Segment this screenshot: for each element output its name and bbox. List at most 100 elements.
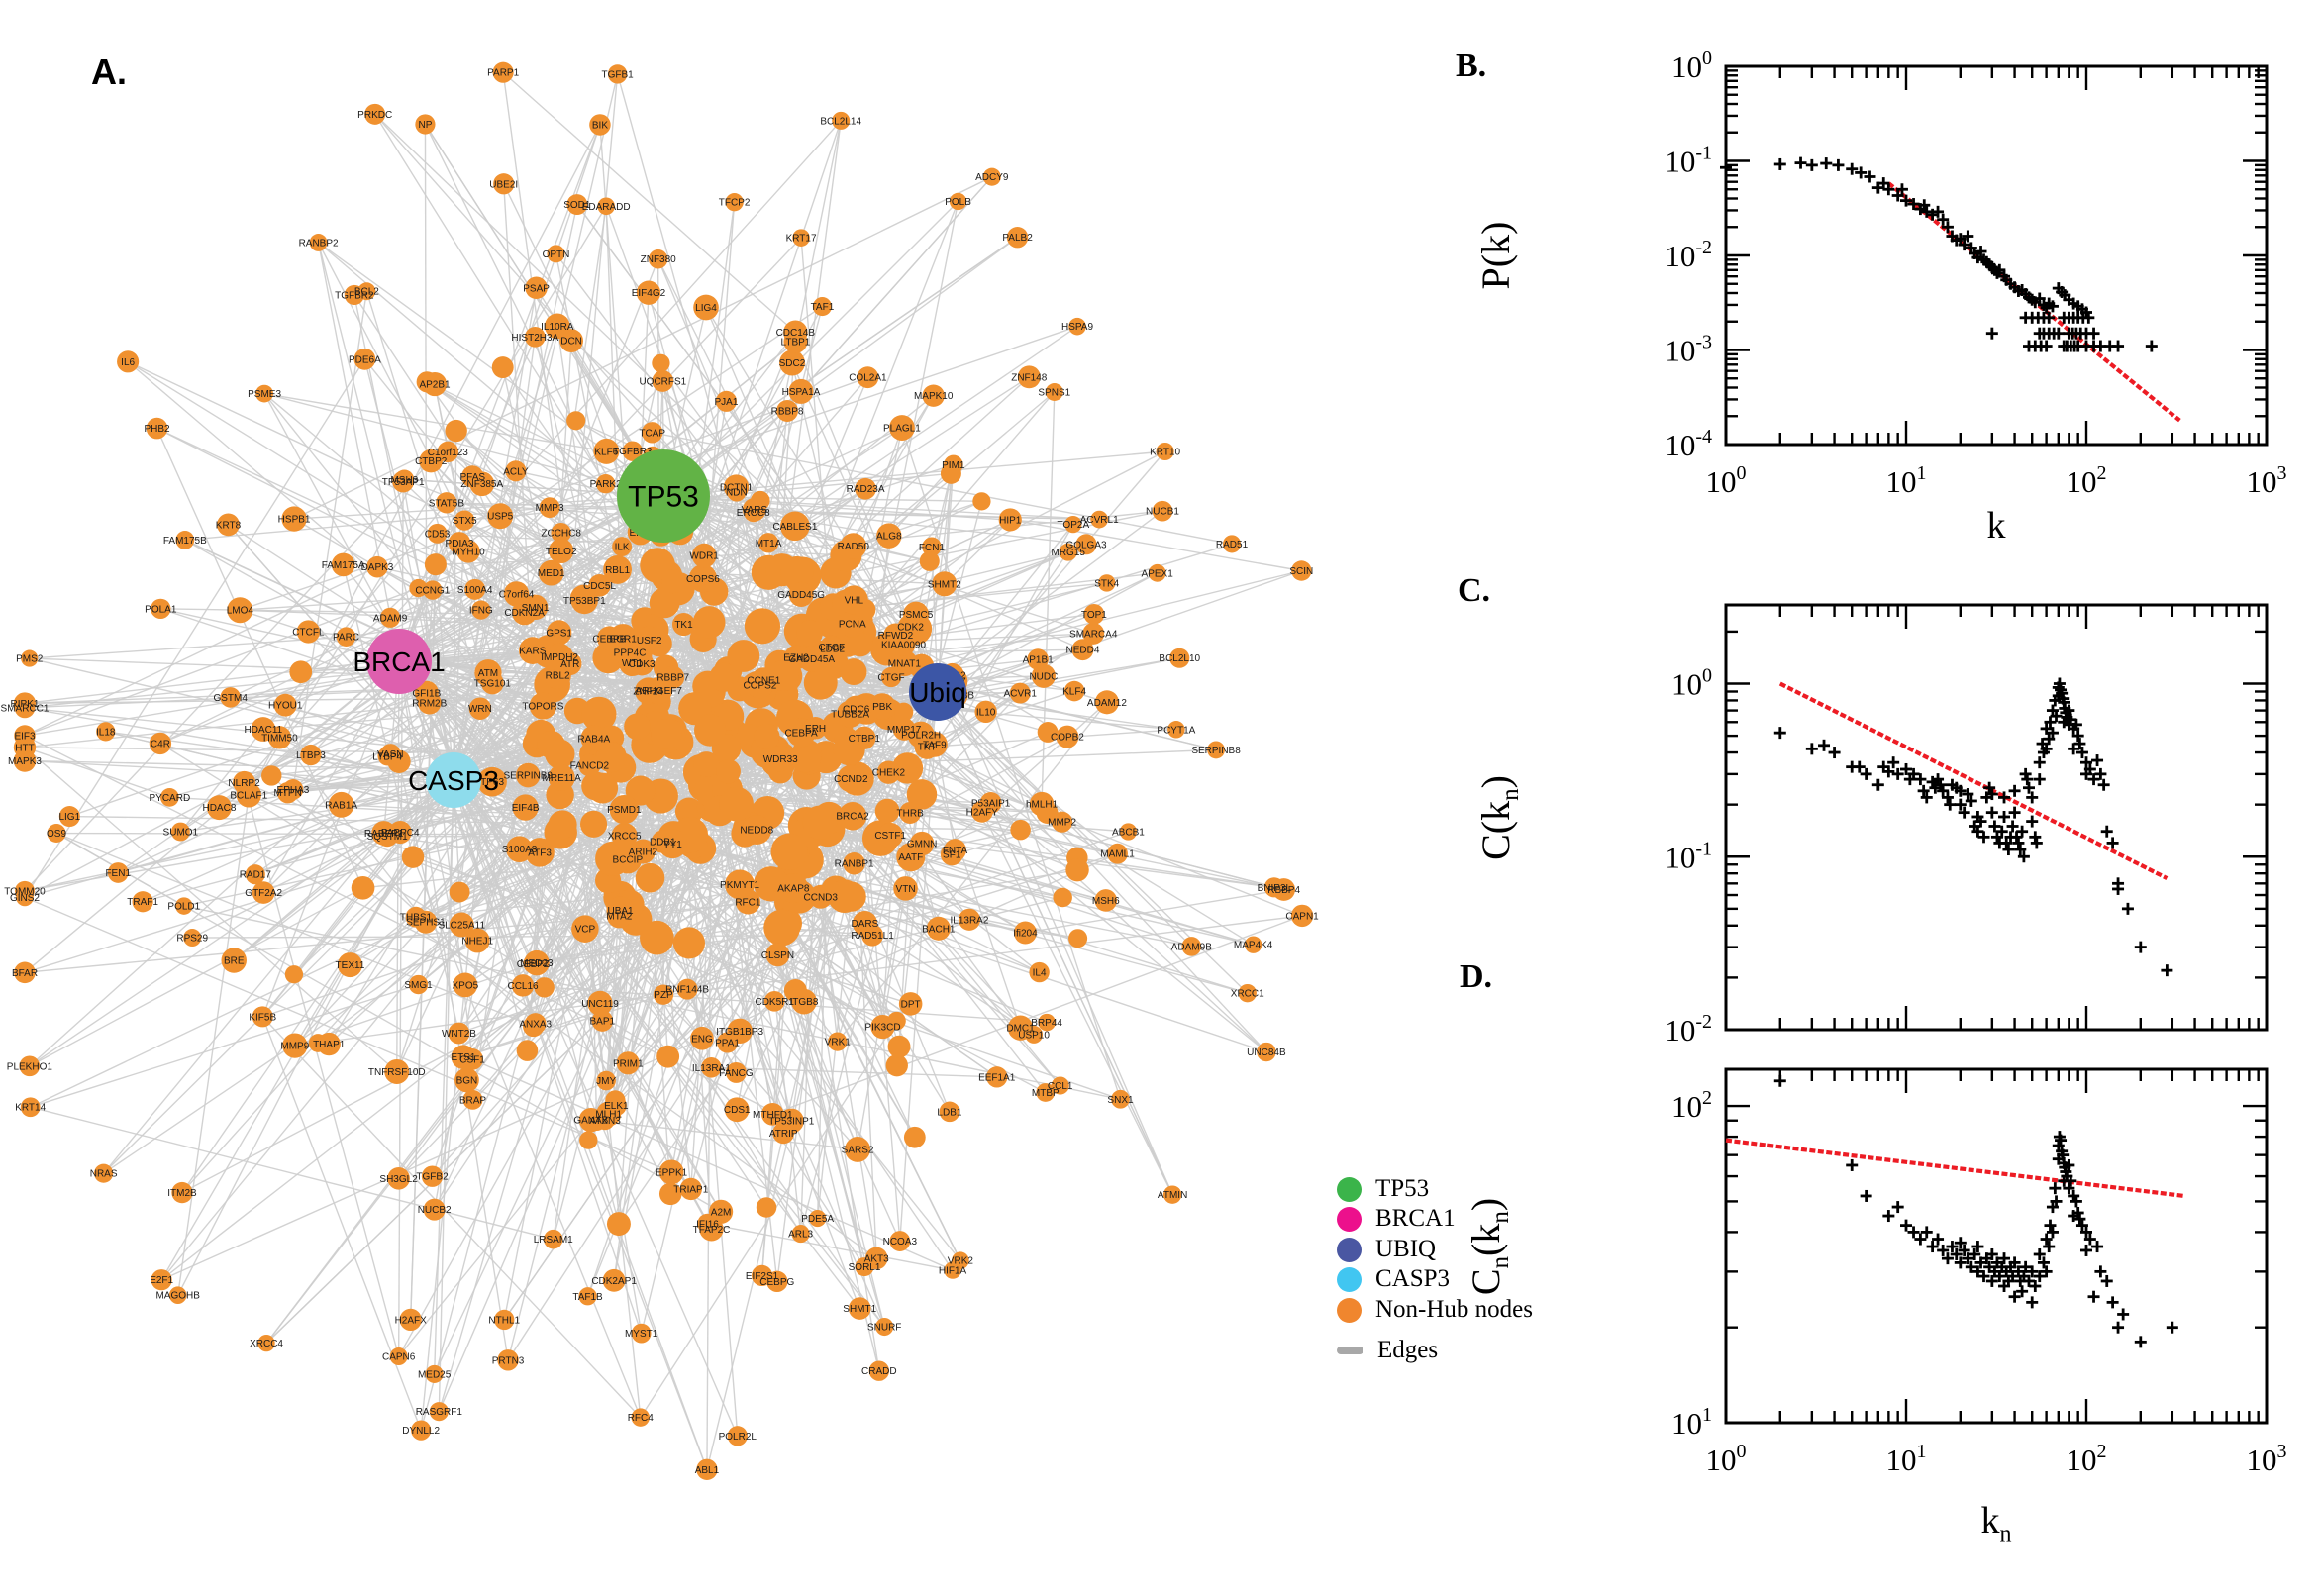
node-label: RPS29 bbox=[176, 934, 208, 945]
node-label: GADD45A bbox=[788, 654, 835, 665]
node-label: DMC1 bbox=[1006, 1024, 1035, 1035]
node-label: WRN bbox=[468, 704, 492, 715]
node-label: FAM175A bbox=[322, 560, 365, 571]
node-label: CSTF1 bbox=[874, 831, 906, 842]
node-label: HSPA1A bbox=[782, 387, 821, 398]
node-label: CSF1 bbox=[459, 1054, 485, 1065]
non-hub-node bbox=[469, 471, 495, 497]
node-label: TOP2A bbox=[1058, 520, 1090, 531]
non-hub-node bbox=[354, 348, 376, 370]
node-label: STAT5B bbox=[429, 498, 465, 509]
node-label: EZH2 bbox=[783, 653, 809, 664]
node-label: TAF1B bbox=[572, 1292, 603, 1303]
non-hub-node bbox=[974, 700, 997, 724]
non-hub-node bbox=[657, 829, 688, 859]
node-label: ETS1 bbox=[451, 1052, 475, 1063]
non-hub-node bbox=[1009, 682, 1031, 704]
node-label: CRADD bbox=[861, 1366, 897, 1377]
node-label: BGN bbox=[456, 1075, 478, 1086]
node-label: TAF9 bbox=[923, 740, 947, 750]
node-label: ZNF24 bbox=[633, 686, 663, 697]
non-hub-node bbox=[754, 723, 780, 749]
node-label: DDB1 bbox=[650, 838, 676, 848]
non-hub-node bbox=[622, 441, 643, 461]
non-hub-node bbox=[1098, 574, 1116, 592]
non-hub-node bbox=[982, 167, 1001, 186]
node-label: CCL16 bbox=[507, 981, 539, 992]
non-hub-node bbox=[245, 864, 265, 885]
node-label: ARHGEF7 bbox=[636, 686, 683, 697]
non-hub-node bbox=[387, 749, 411, 773]
node-label: RAD51L1 bbox=[851, 931, 894, 942]
node-label: TGFB1 bbox=[602, 69, 635, 80]
non-hub-node bbox=[376, 825, 398, 848]
node-label: BCL2L10 bbox=[1159, 653, 1200, 664]
node-label: UBE2I bbox=[489, 179, 518, 190]
non-hub-node bbox=[337, 952, 363, 978]
node-label: MED1 bbox=[538, 568, 565, 579]
node-label: RFC1 bbox=[735, 897, 761, 908]
legend-item-non-hub-nodes: Non-Hub nodes bbox=[1337, 1295, 1533, 1325]
node-label: CTGF bbox=[877, 672, 904, 683]
non-hub-node bbox=[852, 911, 878, 937]
node-label: HDAC8 bbox=[202, 803, 236, 814]
non-hub-node bbox=[653, 984, 674, 1005]
node-label: NUCB2 bbox=[418, 1205, 452, 1216]
node-label: CHEK2 bbox=[872, 768, 906, 779]
node-label: MNAT1 bbox=[888, 658, 922, 669]
non-hub-node bbox=[763, 909, 800, 947]
node-swatch-icon bbox=[1337, 1206, 1362, 1232]
non-hub-node bbox=[94, 1163, 114, 1183]
non-hub-node bbox=[579, 1131, 598, 1149]
node-label: MSH6 bbox=[1092, 896, 1120, 907]
node-label: GANAB bbox=[573, 1116, 608, 1127]
node-label: NDN bbox=[726, 487, 748, 498]
non-hub-node bbox=[411, 1420, 432, 1441]
node-label: ACLY bbox=[503, 466, 529, 477]
non-hub-node bbox=[448, 1022, 470, 1045]
non-hub-node bbox=[612, 537, 633, 557]
svg-text:10-1: 10-1 bbox=[1665, 838, 1712, 874]
non-hub-node bbox=[709, 662, 739, 692]
node-label: CDK2 bbox=[897, 623, 924, 634]
legend-label: TP53 bbox=[1375, 1175, 1430, 1202]
node-label: DPT bbox=[901, 999, 921, 1010]
node-label: CDC5L bbox=[583, 581, 616, 592]
node-label: PMS2 bbox=[16, 654, 44, 665]
non-hub-node bbox=[616, 1051, 640, 1075]
node-label: PPP4C bbox=[614, 648, 647, 658]
node-label: ADAM9 bbox=[373, 613, 408, 624]
node-label: TRAF1 bbox=[127, 897, 158, 908]
non-hub-node bbox=[578, 1287, 597, 1306]
node-label: SMARCA4 bbox=[1069, 629, 1118, 640]
non-hub-node bbox=[766, 1270, 788, 1293]
non-hub-node bbox=[1107, 843, 1128, 864]
node-label: APEX1 bbox=[1142, 568, 1174, 579]
node-label: ATMIN bbox=[1158, 1190, 1187, 1201]
non-hub-node bbox=[618, 648, 647, 677]
node-label: NUDC bbox=[1029, 671, 1058, 682]
node-label: SNURF bbox=[867, 1323, 901, 1334]
non-hub-node bbox=[788, 378, 814, 404]
non-hub-node bbox=[758, 533, 779, 553]
edge-swatch-icon bbox=[1337, 1347, 1364, 1354]
hub-node-casp3 bbox=[426, 752, 481, 808]
panel-a-label: A. bbox=[91, 51, 127, 92]
non-hub-node bbox=[233, 770, 256, 794]
node-label: HTT bbox=[15, 743, 34, 753]
non-hub-node bbox=[454, 1067, 479, 1093]
non-hub-node bbox=[756, 1197, 777, 1218]
non-hub-node bbox=[58, 806, 80, 828]
node-label: MAML1 bbox=[1100, 849, 1135, 860]
non-hub-node bbox=[672, 927, 706, 959]
non-hub-node bbox=[588, 573, 611, 597]
non-hub-node bbox=[1068, 317, 1086, 336]
node-label: UNC84B bbox=[1247, 1047, 1286, 1058]
non-hub-node bbox=[1156, 442, 1174, 461]
node-label: AKAP8 bbox=[777, 884, 810, 895]
non-hub-node bbox=[1083, 603, 1105, 625]
non-hub-node bbox=[595, 741, 627, 773]
node-label: KLF6 bbox=[594, 447, 618, 457]
node-label: ENG bbox=[691, 1034, 713, 1045]
non-hub-node bbox=[696, 1458, 718, 1480]
